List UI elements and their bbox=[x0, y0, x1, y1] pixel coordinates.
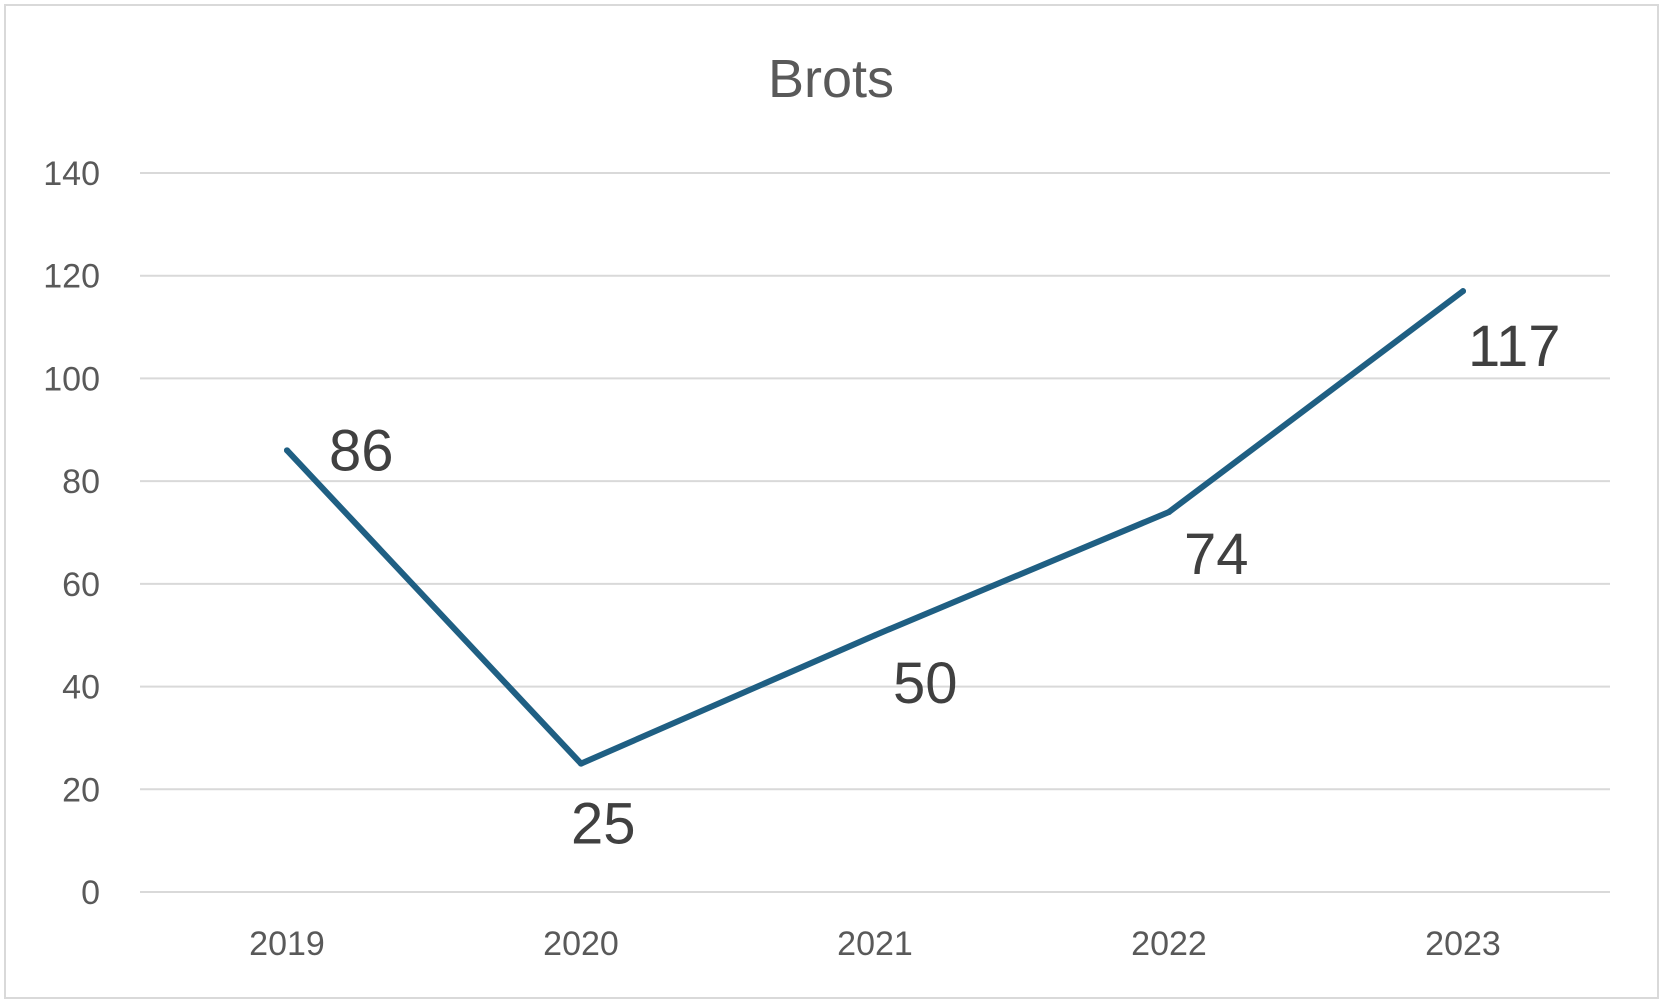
y-tick-label: 120 bbox=[43, 258, 100, 296]
y-tick-label: 40 bbox=[62, 669, 100, 707]
data-point bbox=[578, 760, 584, 767]
x-tick-label: 2022 bbox=[1131, 925, 1207, 963]
data-point bbox=[1166, 508, 1172, 515]
y-tick-label: 100 bbox=[43, 360, 100, 398]
y-axis-ticks: 0 20 40 60 80 100 120 140 bbox=[43, 155, 100, 912]
data-label: 25 bbox=[571, 792, 636, 857]
x-tick-label: 2023 bbox=[1425, 925, 1501, 963]
y-tick-label: 0 bbox=[81, 874, 100, 912]
y-tick-label: 60 bbox=[62, 566, 100, 604]
data-point bbox=[872, 632, 878, 639]
x-tick-label: 2019 bbox=[249, 925, 325, 963]
chart-title: Brots bbox=[768, 49, 894, 109]
data-label: 74 bbox=[1184, 522, 1249, 587]
chart-border bbox=[4, 4, 1659, 999]
data-labels: 86 25 50 74 117 bbox=[329, 314, 1560, 856]
data-label: 117 bbox=[1468, 314, 1560, 379]
data-label: 50 bbox=[893, 651, 958, 716]
gridlines bbox=[140, 172, 1610, 893]
x-tick-label: 2021 bbox=[837, 925, 913, 963]
series-line bbox=[284, 288, 1466, 767]
data-point bbox=[284, 447, 290, 454]
y-tick-label: 80 bbox=[62, 463, 100, 501]
x-tick-label: 2020 bbox=[543, 925, 619, 963]
y-tick-label: 20 bbox=[62, 771, 100, 809]
data-label: 86 bbox=[329, 418, 394, 483]
data-point bbox=[1460, 288, 1466, 295]
series-layer bbox=[284, 288, 1466, 767]
x-axis-ticks: 2019 2020 2021 2022 2023 bbox=[249, 925, 1501, 963]
y-tick-label: 140 bbox=[43, 155, 100, 193]
